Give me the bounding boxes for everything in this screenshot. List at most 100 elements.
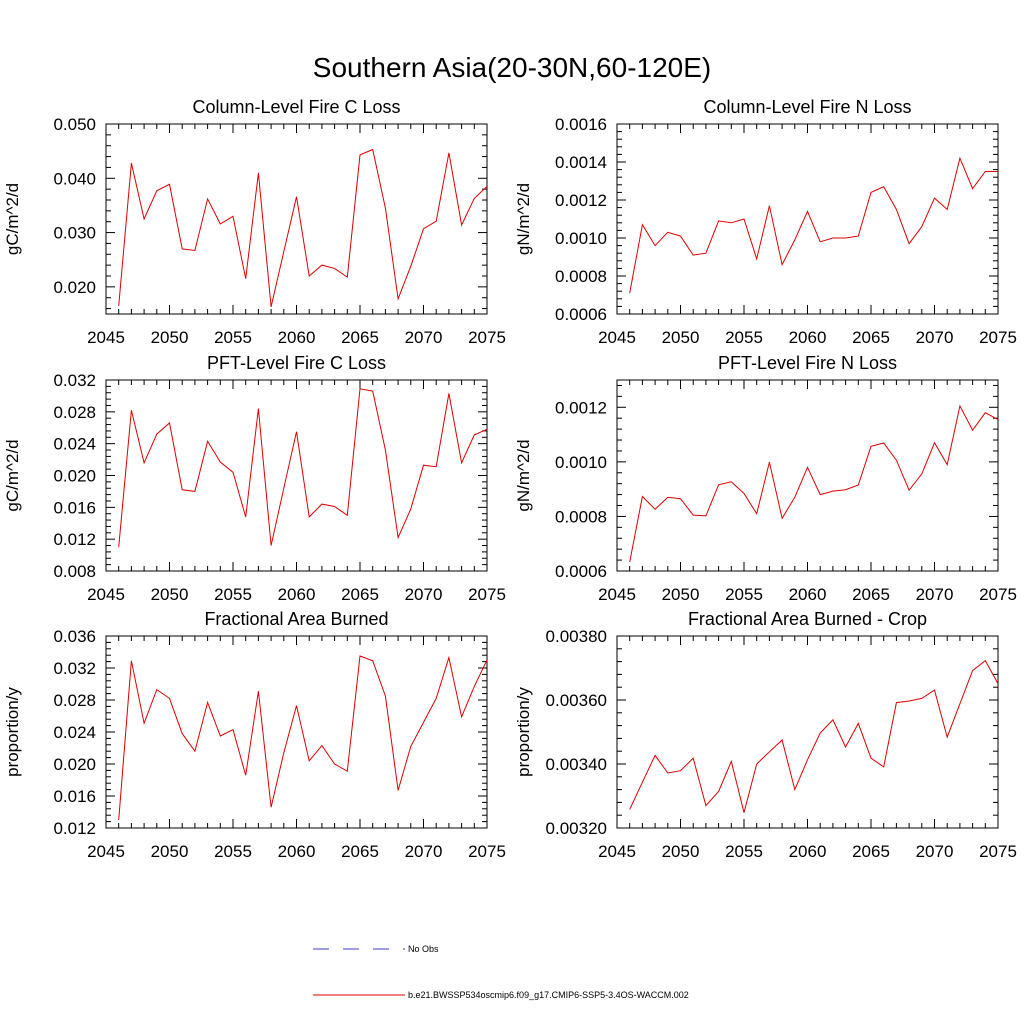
series-line [629,659,999,813]
x-tick-label: 2075 [979,328,1017,347]
y-tick-label: 0.040 [53,169,96,188]
series-line [118,148,488,308]
x-tick-label: 2075 [468,585,506,604]
panels: 2045 2050 2055 2060 2065 2070 2075 0.020 0.030 0.… [3,97,1017,861]
x-tick-label: 2070 [405,842,443,861]
series-line [118,388,488,548]
y-tick-label: 0.00380 [546,627,607,646]
x-tick-label: 2045 [598,842,636,861]
y-tick-label: 0.0006 [555,305,607,324]
x-tick-label: 2055 [214,585,252,604]
y-tick-label: 0.012 [53,819,96,838]
y-tick-label: 0.016 [53,787,96,806]
x-tick-label: 2065 [852,585,890,604]
plot-frame [616,635,999,829]
x-tick-label: 2055 [725,585,763,604]
y-axis-label: gN/m^2/d [514,439,533,511]
y-tick-label: 0.032 [53,371,96,390]
figure-title: Southern Asia(20-30N,60-120E) [313,52,711,83]
x-tick-label: 2045 [598,585,636,604]
x-tick-label: 2045 [598,328,636,347]
y-tick-label: 0.0008 [555,267,607,286]
panel-title: Fractional Area Burned [204,609,388,629]
x-tick-label: 2065 [341,842,379,861]
x-tick-label: 2075 [979,585,1017,604]
x-tick-label: 2060 [278,585,316,604]
x-tick-label: 2075 [468,328,506,347]
x-tick-label: 2050 [151,328,189,347]
plot-frame [105,635,488,829]
panel-title: PFT-Level Fire N Loss [718,353,897,373]
y-tick-label: 0.024 [53,723,96,742]
x-tick-label: 2070 [916,328,954,347]
y-tick-label: 0.024 [53,435,96,454]
y-tick-label: 0.0012 [555,191,607,210]
series-line [629,156,998,294]
x-tick-label: 2065 [852,328,890,347]
y-tick-label: 0.0010 [555,453,607,472]
y-tick-label: 0.00320 [546,819,607,838]
y-tick-label: 0.032 [53,659,96,678]
x-tick-label: 2070 [916,842,954,861]
x-tick-label: 2055 [725,842,763,861]
legend-model-label: b.e21.BWSSP534oscmip6.f09_g17.CMIP6-SSP5… [408,990,689,1000]
panel-pft-fire-c-loss: 2045 2050 2055 2060 2065 2070 2075 0.008 0.012 0.… [3,353,506,604]
x-tick-label: 2055 [214,328,252,347]
legend: No Obs b.e21.BWSSP534oscmip6.f09_g17.CMI… [313,944,689,1000]
y-tick-label: 0.0006 [555,562,607,581]
y-tick-label: 0.00360 [546,691,607,710]
x-tick-label: 2065 [341,585,379,604]
panel-area-burned: 2045 2050 2055 2060 2065 2070 2075 0.012 0.016 0.… [3,609,506,861]
x-tick-label: 2050 [151,842,189,861]
x-tick-label: 2075 [468,842,506,861]
x-tick-label: 2065 [341,328,379,347]
legend-no-obs-label: No Obs [408,944,439,954]
y-tick-label: 0.0014 [555,153,607,172]
y-tick-label: 0.0008 [555,507,607,526]
x-tick-label: 2070 [405,328,443,347]
series-line [118,655,488,821]
panel-title: Column-Level Fire N Loss [703,97,911,117]
y-tick-label: 0.020 [53,755,96,774]
y-tick-label: 0.008 [53,562,96,581]
x-tick-label: 2065 [852,842,890,861]
x-tick-label: 2070 [916,585,954,604]
series-line [629,404,999,563]
panel-title: PFT-Level Fire C Loss [207,353,386,373]
x-tick-label: 2050 [151,585,189,604]
x-tick-label: 2070 [405,585,443,604]
y-tick-label: 0.016 [53,498,96,517]
x-tick-label: 2060 [789,842,827,861]
y-tick-label: 0.0012 [555,398,607,417]
x-tick-label: 2045 [87,328,125,347]
y-axis-label: proportion/y [3,687,22,777]
y-tick-label: 0.028 [53,403,96,422]
y-tick-label: 0.012 [53,530,96,549]
panel-area-burned-crop: 2045 2050 2055 2060 2065 2070 2075 0.00320 0.003… [514,609,1017,861]
y-tick-label: 0.0016 [555,115,607,134]
y-tick-label: 0.0010 [555,229,607,248]
x-tick-label: 2050 [662,328,700,347]
y-tick-label: 0.030 [53,224,96,243]
x-tick-label: 2050 [662,842,700,861]
x-tick-label: 2045 [87,842,125,861]
plot-frame [105,379,488,572]
y-tick-label: 0.020 [53,467,96,486]
y-tick-label: 0.028 [53,691,96,710]
y-tick-label: 0.050 [53,115,96,134]
y-axis-label: gN/m^2/d [514,183,533,255]
x-tick-label: 2055 [214,842,252,861]
plot-frame [105,123,488,315]
x-tick-label: 2075 [979,842,1017,861]
plot-frame [616,123,999,315]
y-axis-label: gC/m^2/d [3,183,22,255]
y-tick-label: 0.00340 [546,755,607,774]
panel-pft-fire-n-loss: 2045 2050 2055 2060 2065 2070 2075 0.0006 0.0008… [514,353,1017,604]
x-tick-label: 2060 [278,328,316,347]
x-tick-label: 2050 [662,585,700,604]
plot-frame [616,379,999,572]
y-tick-label: 0.020 [53,278,96,297]
panel-title: Fractional Area Burned - Crop [688,609,927,629]
x-tick-label: 2055 [725,328,763,347]
